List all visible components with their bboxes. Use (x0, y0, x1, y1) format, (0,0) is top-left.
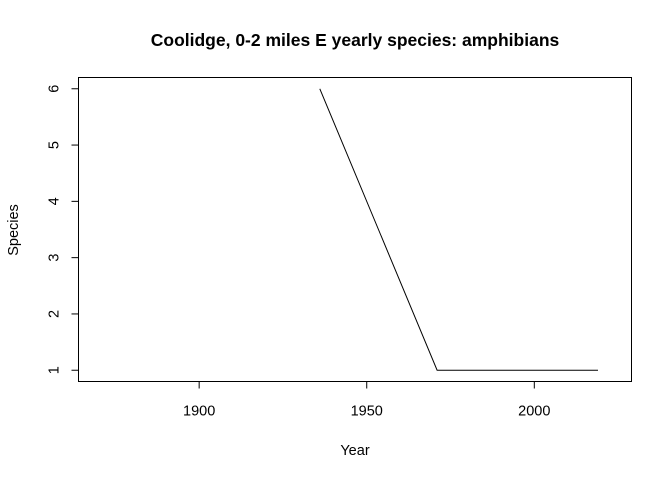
plot-frame (78, 77, 632, 382)
y-tick-label: 5 (46, 141, 62, 149)
x-axis-label: Year (340, 443, 369, 459)
x-tick-label: 1950 (351, 404, 383, 420)
y-tick-label: 6 (46, 85, 62, 93)
series-line (319, 88, 598, 371)
series-layer (319, 88, 598, 371)
x-tick-label: 1900 (183, 404, 215, 420)
y-tick-label: 2 (46, 310, 62, 318)
x-tick-label: 2000 (518, 404, 550, 420)
y-axis: 1 2 3 4 5 6 (46, 85, 79, 374)
x-axis: 1900 1950 2000 (183, 381, 550, 420)
y-axis-label: Species (6, 204, 22, 256)
chart-title: Coolidge, 0-2 miles E yearly species: am… (151, 30, 560, 50)
y-tick-label: 3 (46, 254, 62, 262)
y-tick-label: 1 (46, 366, 62, 374)
y-tick-label: 4 (46, 197, 62, 205)
